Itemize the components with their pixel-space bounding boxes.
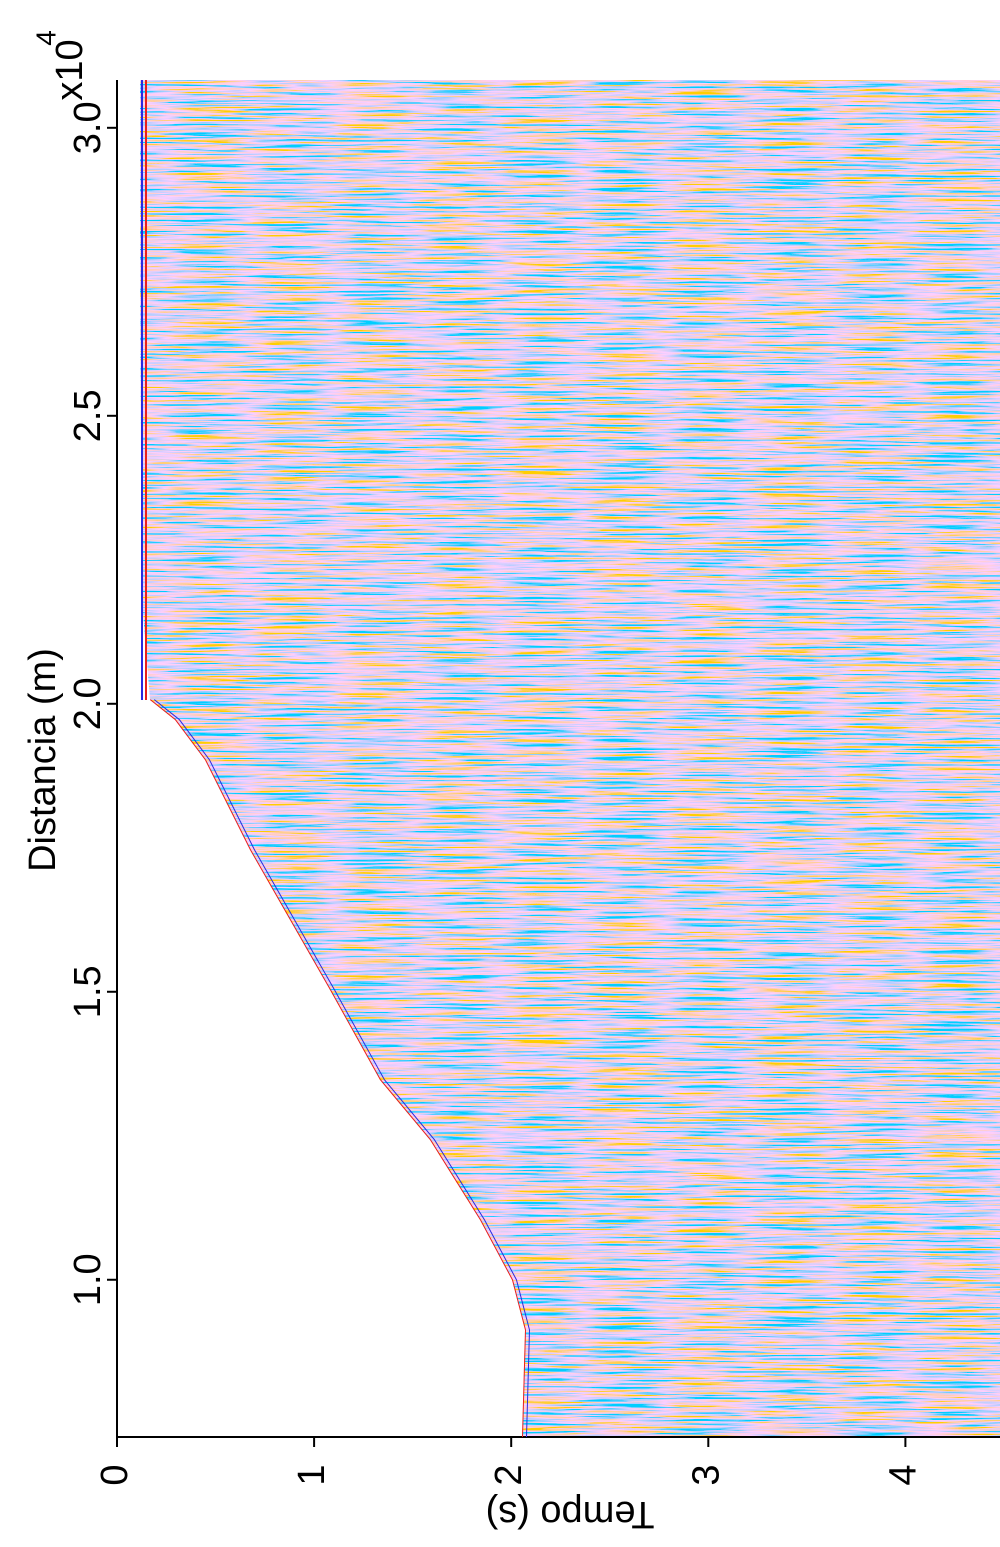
x-tick-label: 0 [94,1464,136,1485]
y-tick-label: 3.0 [67,101,109,154]
y-tick-label: 2.0 [67,677,109,730]
y-tick-label: 2.5 [67,389,109,442]
x-axis-label: Tempo (s) [486,1493,655,1535]
x-tick-label: 4 [882,1464,924,1485]
first-break-blue [153,699,531,1437]
y-axis-label: Distancia (m) [22,648,64,872]
x-tick-label: 3 [685,1464,727,1485]
y-tick-label: 1.5 [67,965,109,1018]
y-tick-label: 1.0 [67,1253,109,1306]
first-break-red [149,699,527,1437]
y-scale-label: x10 [49,39,91,100]
x-tick-label: 1 [291,1464,333,1485]
x-tick-label: 2 [488,1464,530,1485]
y-scale-exponent: 4 [30,30,61,46]
